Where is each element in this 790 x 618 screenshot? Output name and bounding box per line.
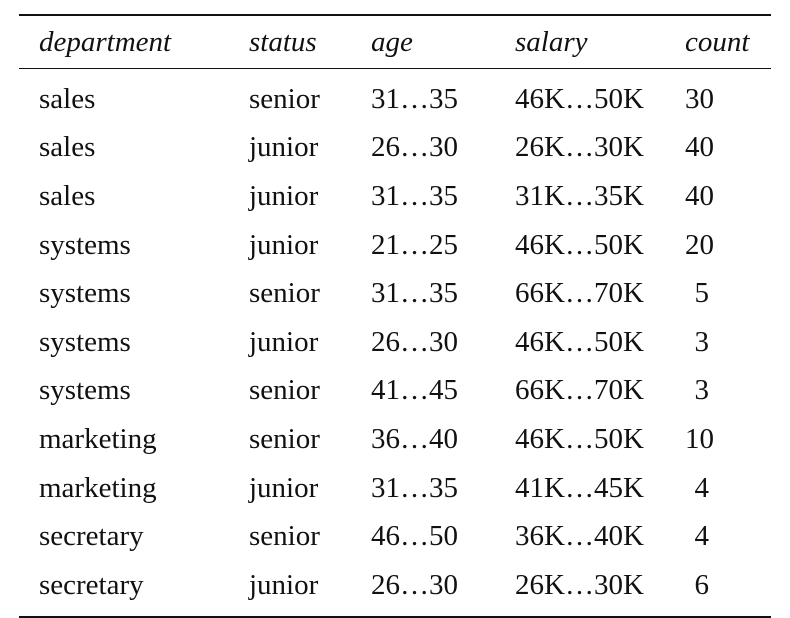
header-count: count [685, 25, 750, 58]
cell-age: 26…30 [371, 131, 458, 164]
cell-age: 41…45 [371, 374, 458, 407]
cell-status: junior [249, 179, 319, 212]
cell-age: 26…30 [371, 325, 458, 358]
cell-status: junior [249, 568, 319, 601]
cell-salary: 41K…45K [515, 471, 644, 504]
cell-count: 4 [694, 471, 710, 504]
cell-status: junior [249, 471, 319, 504]
cell-salary: 46K…50K [515, 325, 644, 358]
table-row: secretary junior 26…30 26K…30K 6 [19, 561, 771, 617]
table-row: sales junior 31…35 31K…35K 40 [19, 172, 771, 221]
cell-department: sales [39, 82, 96, 115]
cell-department: sales [39, 179, 96, 212]
cell-age: 31…35 [371, 179, 458, 212]
cell-count: 40 [685, 131, 714, 164]
cell-status: senior [249, 520, 320, 553]
cell-count: 10 [685, 422, 714, 455]
header-age: age [371, 25, 413, 58]
cell-status: senior [249, 277, 320, 310]
cell-count: 5 [694, 277, 710, 310]
cell-count: 4 [694, 520, 710, 553]
cell-status: senior [249, 422, 320, 455]
cell-age: 46…50 [371, 520, 458, 553]
cell-department: sales [39, 131, 96, 164]
table-row: systems senior 31…35 66K…70K 5 [19, 269, 771, 318]
cell-age: 21…25 [371, 228, 458, 261]
cell-department: systems [39, 228, 131, 261]
cell-count: 3 [694, 374, 710, 407]
cell-status: junior [249, 131, 319, 164]
table-row: sales senior 31…35 46K…50K 30 [19, 69, 771, 124]
cell-department: systems [39, 374, 131, 407]
cell-department: systems [39, 325, 131, 358]
cell-age: 31…35 [371, 277, 458, 310]
table-row: systems senior 41…45 66K…70K 3 [19, 367, 771, 416]
table-row: sales junior 26…30 26K…30K 40 [19, 124, 771, 173]
cell-salary: 66K…70K [515, 277, 644, 310]
cell-salary: 36K…40K [515, 520, 644, 553]
table-body: sales senior 31…35 46K…50K 30 sales junior 26…3… [19, 69, 771, 617]
cell-age: 31…35 [371, 82, 458, 115]
cell-age: 31…35 [371, 471, 458, 504]
cell-salary: 26K…30K [515, 568, 644, 601]
cell-status: senior [249, 82, 320, 115]
table-row: marketing senior 36…40 46K…50K 10 [19, 415, 771, 464]
header-row: department status age salary count [19, 15, 771, 69]
table-row: marketing junior 31…35 41K…45K 4 [19, 464, 771, 513]
cell-salary: 26K…30K [515, 131, 644, 164]
cell-salary: 46K…50K [515, 82, 644, 115]
header-salary: salary [515, 25, 588, 58]
cell-department: secretary [39, 568, 144, 601]
cell-salary: 46K…50K [515, 228, 644, 261]
cell-salary: 66K…70K [515, 374, 644, 407]
data-table-container: department status age salary count sales… [19, 14, 771, 618]
cell-department: marketing [39, 422, 157, 455]
cell-age: 36…40 [371, 422, 458, 455]
cell-age: 26…30 [371, 568, 458, 601]
cell-count: 40 [685, 179, 714, 212]
cell-department: marketing [39, 471, 157, 504]
cell-status: senior [249, 374, 320, 407]
table-header: department status age salary count [19, 15, 771, 69]
cell-count: 6 [694, 568, 710, 601]
cell-salary: 31K…35K [515, 179, 644, 212]
cell-department: secretary [39, 520, 144, 553]
table-row: secretary senior 46…50 36K…40K 4 [19, 512, 771, 561]
cell-count: 3 [694, 325, 710, 358]
header-status: status [249, 25, 317, 58]
cell-count: 30 [685, 82, 714, 115]
cell-salary: 46K…50K [515, 422, 644, 455]
table-row: systems junior 26…30 46K…50K 3 [19, 318, 771, 367]
employee-table: department status age salary count sales… [19, 14, 771, 618]
header-department: department [39, 25, 172, 58]
table-row: systems junior 21…25 46K…50K 20 [19, 221, 771, 270]
cell-status: junior [249, 325, 319, 358]
cell-department: systems [39, 277, 131, 310]
cell-status: junior [249, 228, 319, 261]
cell-count: 20 [685, 228, 714, 261]
